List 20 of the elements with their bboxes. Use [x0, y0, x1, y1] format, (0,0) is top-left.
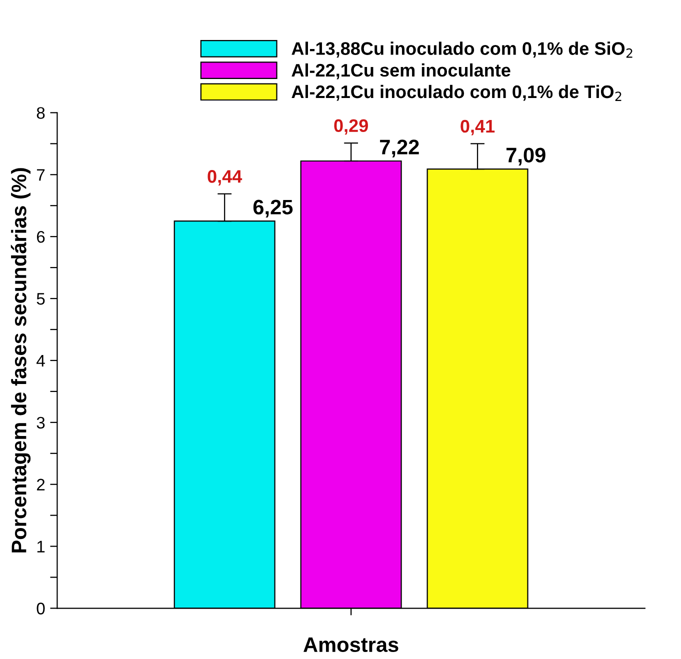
y-tick-label: 0 — [36, 602, 45, 614]
y-tick-label: 5 — [36, 293, 45, 305]
legend-label: Al-22,1Cu inoculado com 0,1% de TiO$_{2}$ — [292, 84, 622, 101]
x-axis-title: Amostras — [304, 637, 398, 652]
legend-label: Al-13,88Cu inoculado com 0,1% de SiO$_{2}$ — [292, 42, 632, 58]
y-tick-label: 3 — [36, 416, 45, 429]
data-label: 6,25 — [253, 200, 293, 218]
annotation: 0,44 — [208, 170, 242, 186]
y-tick-label: 8 — [36, 107, 45, 119]
data-label: 7,22 — [380, 140, 419, 158]
legend-label: Al-22,1Cu sem inoculante — [292, 63, 510, 80]
y-axis-title: Porcentagem de fases secundárias (%) — [10, 168, 31, 552]
y-tick-label: 4 — [36, 355, 45, 367]
annotation: 0,29 — [334, 119, 368, 135]
y-tick-label: 6 — [36, 230, 45, 243]
data-label: 7,09 — [506, 148, 546, 166]
y-tick-label: 1 — [37, 540, 45, 552]
y-tick-label: 7 — [36, 169, 45, 181]
y-tick-label: 2 — [36, 478, 45, 490]
annotation: 0,41 — [460, 120, 495, 136]
